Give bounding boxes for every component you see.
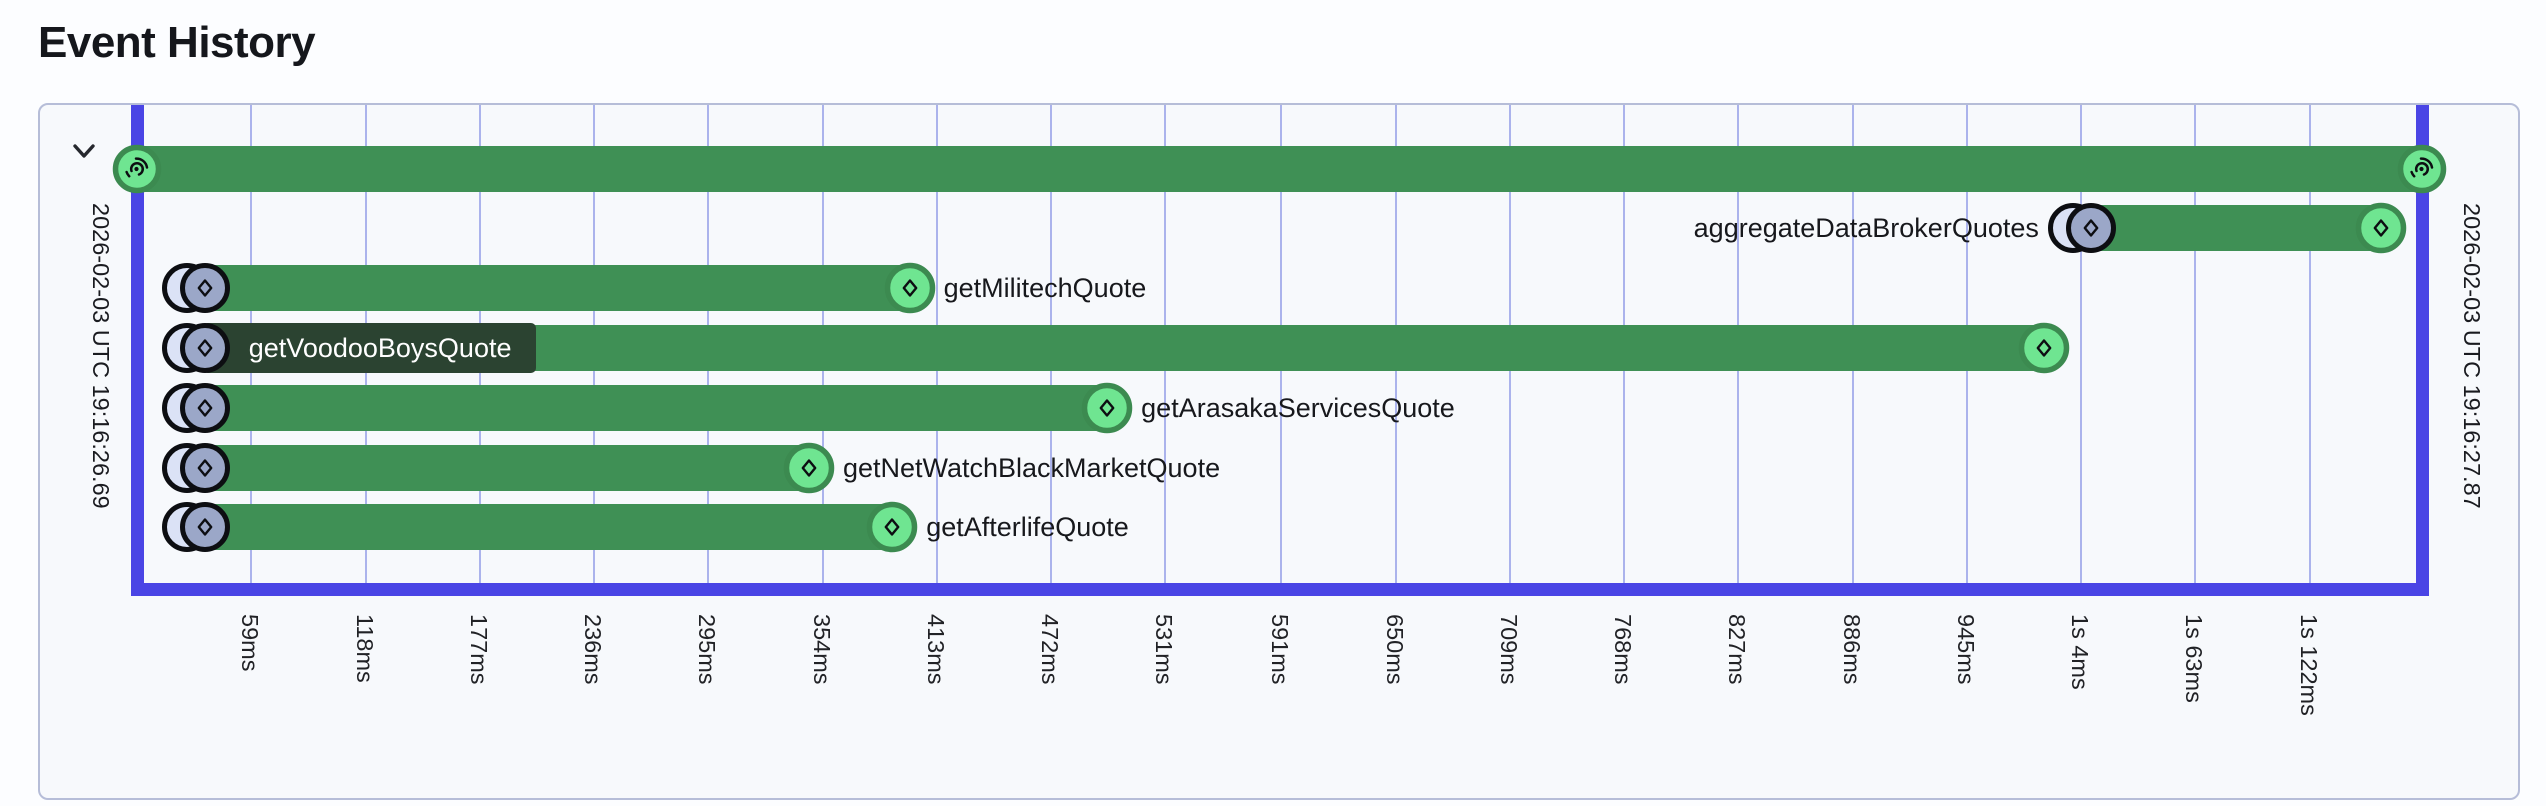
axis-tick-label: 827ms — [1724, 614, 1751, 685]
gridline — [2194, 105, 2197, 584]
completed-diamond-icon[interactable] — [882, 260, 938, 316]
axis-tick-label: 413ms — [922, 614, 949, 685]
event-pulse-icon[interactable] — [109, 141, 165, 197]
selected-span-chip[interactable]: getVoodooBoysQuote — [202, 322, 536, 373]
axis-tick-label: 472ms — [1037, 614, 1063, 685]
span-bar-getNetWatchBlackMarketQuote[interactable] — [204, 444, 809, 491]
attempt-diamond-icon[interactable] — [177, 499, 233, 555]
attempt-diamond-icon[interactable] — [177, 260, 233, 316]
event-pulse-icon[interactable] — [2394, 141, 2450, 197]
range-start-line — [130, 105, 144, 596]
axis-tick-label: 591ms — [1267, 614, 1294, 685]
range-end-timestamp: 2026-02-03 UTC 19:16:27.87 — [2459, 203, 2485, 509]
axis-tick-label: 945ms — [1952, 614, 1979, 685]
axis-tick-label: 177ms — [465, 614, 492, 685]
completed-diamond-icon[interactable] — [1079, 380, 1135, 436]
completed-diamond-icon[interactable] — [864, 499, 920, 555]
span-label: aggregateDataBrokerQuotes — [1693, 213, 2039, 244]
attempt-diamond-icon[interactable] — [177, 320, 233, 376]
span-bar-getAfterlifeQuote[interactable] — [204, 504, 893, 551]
axis-tick-label: 1s 4ms — [2067, 614, 2094, 690]
completed-diamond-icon[interactable] — [2016, 320, 2072, 376]
range-start-timestamp: 2026-02-03 UTC 19:16:26.69 — [88, 203, 114, 509]
span-label: getAfterlifeQuote — [926, 512, 1129, 543]
collapse-chevron-button[interactable] — [66, 133, 102, 169]
axis-tick-label: 531ms — [1151, 614, 1178, 685]
completed-diamond-icon[interactable] — [2353, 200, 2409, 256]
attempt-diamond-icon[interactable] — [177, 380, 233, 436]
range-end-line — [2415, 105, 2429, 596]
attempt-diamond-icon[interactable] — [2063, 200, 2119, 256]
completed-diamond-icon[interactable] — [781, 440, 837, 496]
attempt-diamond-icon[interactable] — [177, 440, 233, 496]
span-label: getVoodooBoysQuote — [248, 332, 512, 363]
axis-tick-label: 236ms — [580, 614, 606, 685]
axis-tick-label: 354ms — [808, 614, 835, 685]
page-title: Event History — [38, 18, 316, 67]
event-history-card: 2026-02-03 UTC 19:16:26.69 2026-02-03 UT… — [38, 103, 2520, 800]
span-label: getNetWatchBlackMarketQuote — [842, 452, 1221, 483]
span-bar-aggregateDataBrokerQuotes[interactable] — [2090, 205, 2382, 252]
span-bar-getMilitechQuote[interactable] — [204, 265, 910, 312]
axis-tick-label: 59ms — [237, 614, 264, 672]
span-bar-run[interactable] — [137, 145, 2422, 192]
chevron-down-icon — [73, 144, 95, 158]
axis-tick-label: 709ms — [1495, 614, 1522, 685]
range-bottom-bar — [130, 583, 2429, 596]
timeline-plot: 2026-02-03 UTC 19:16:26.69 2026-02-03 UT… — [40, 105, 2518, 798]
gridline — [2308, 105, 2311, 584]
axis-tick-label: 1s 122ms — [2295, 614, 2322, 716]
span-label: getArasakaServicesQuote — [1141, 392, 1455, 423]
axis-tick-label: 1s 63ms — [2181, 614, 2208, 703]
gridline — [2080, 105, 2083, 584]
span-label: getMilitechQuote — [943, 273, 1147, 304]
axis-tick-label: 118ms — [351, 614, 378, 683]
axis-tick-label: 886ms — [1838, 614, 1865, 685]
span-bar-getArasakaServicesQuote[interactable] — [204, 384, 1108, 431]
axis-tick-label: 650ms — [1381, 614, 1408, 685]
axis-tick-label: 295ms — [694, 614, 721, 685]
axis-tick-label: 768ms — [1610, 614, 1637, 685]
